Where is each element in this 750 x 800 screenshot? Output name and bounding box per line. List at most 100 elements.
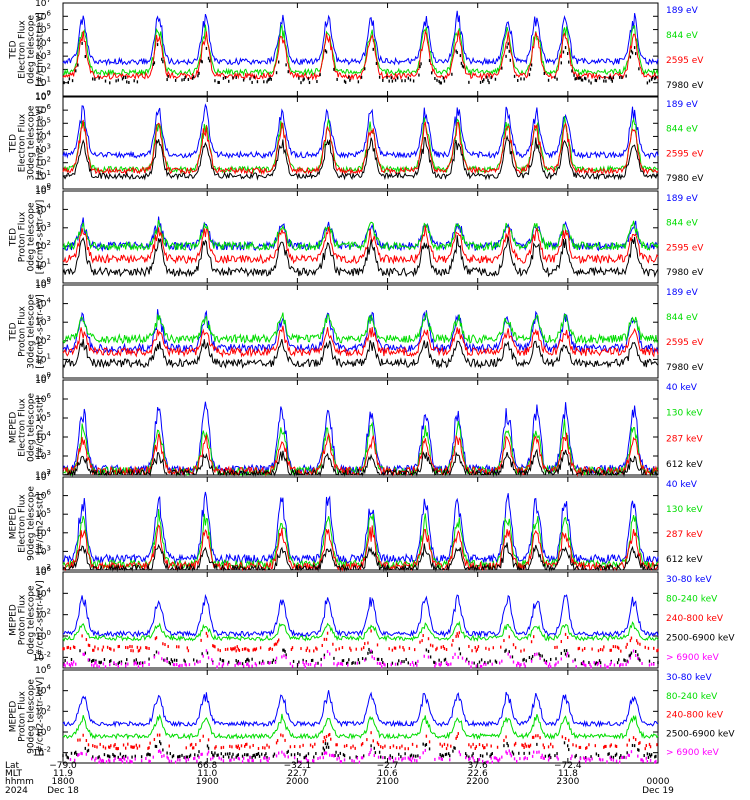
data-point	[647, 755, 650, 759]
series-612-kev	[62, 542, 658, 572]
data-point	[481, 79, 484, 83]
data-point	[272, 754, 275, 758]
data-point	[512, 660, 515, 664]
data-point	[285, 63, 287, 67]
legend-entry: 240-800 keV	[666, 711, 724, 721]
data-point	[322, 756, 325, 760]
data-point	[254, 662, 257, 666]
series-612-kev	[62, 448, 659, 477]
data-point	[275, 656, 278, 660]
data-point	[194, 756, 196, 760]
data-point	[620, 754, 622, 758]
data-point	[156, 733, 159, 737]
data-point	[72, 660, 75, 664]
data-point	[103, 753, 106, 757]
data-point	[311, 658, 314, 662]
data-point	[73, 758, 76, 762]
data-point	[332, 753, 334, 757]
data-point	[415, 661, 417, 665]
data-point	[360, 743, 363, 747]
data-point	[621, 76, 623, 80]
data-point	[262, 659, 264, 663]
data-point	[175, 658, 178, 662]
data-point	[612, 755, 615, 759]
data-point	[107, 758, 110, 762]
data-point	[200, 638, 202, 642]
data-point	[178, 755, 180, 759]
data-point	[609, 648, 611, 652]
data-point	[389, 757, 391, 761]
data-point	[107, 745, 110, 749]
data-point	[75, 750, 77, 754]
data-point	[649, 758, 652, 762]
data-point	[103, 658, 106, 662]
data-point	[136, 80, 139, 84]
data-point	[255, 753, 258, 757]
data-point	[498, 661, 501, 665]
data-point	[273, 643, 276, 647]
data-point	[149, 759, 151, 763]
data-point	[297, 751, 299, 755]
data-point	[216, 753, 218, 757]
data-point	[192, 658, 195, 662]
data-point	[612, 758, 615, 762]
data-point	[599, 661, 602, 665]
data-point	[238, 747, 241, 751]
data-point	[622, 755, 624, 759]
data-point	[626, 642, 628, 646]
data-point	[609, 663, 611, 667]
data-point	[175, 662, 178, 666]
data-point	[392, 744, 395, 748]
data-point	[421, 639, 423, 643]
data-point	[149, 741, 151, 745]
x-row-label: hhmm	[5, 777, 34, 787]
data-point	[391, 661, 394, 665]
data-point	[511, 655, 514, 659]
data-point	[153, 655, 156, 659]
data-point	[628, 753, 631, 757]
x-tick-label: −72.4	[554, 761, 582, 771]
series-844-ev	[62, 311, 659, 345]
data-point	[561, 735, 564, 739]
data-point	[512, 752, 515, 756]
data-point	[332, 642, 334, 646]
data-point	[168, 759, 170, 763]
data-point	[226, 647, 229, 651]
series--6900-kev	[63, 649, 655, 669]
data-point	[382, 746, 384, 750]
x-tick-label: −32.1	[284, 761, 312, 771]
data-point	[92, 744, 94, 748]
data-point	[539, 736, 541, 740]
data-point	[342, 753, 345, 757]
data-point	[412, 663, 415, 667]
data-point	[345, 661, 348, 665]
data-point	[242, 664, 245, 668]
series-7980-ev	[62, 338, 659, 369]
data-point	[560, 640, 563, 644]
data-point	[487, 760, 489, 764]
data-point	[315, 661, 317, 665]
legend-entry: 2500-6900 keV	[666, 634, 735, 644]
data-point	[416, 759, 418, 763]
data-point	[173, 663, 176, 667]
data-point	[119, 757, 122, 761]
data-point	[139, 662, 142, 666]
data-point	[594, 78, 597, 82]
data-point	[425, 648, 428, 652]
series-40-kev	[62, 491, 659, 565]
data-point	[648, 663, 651, 667]
data-point	[368, 753, 370, 757]
data-point	[443, 647, 446, 651]
data-point	[94, 77, 96, 81]
data-point	[130, 649, 132, 653]
data-point	[496, 758, 499, 762]
data-point	[238, 661, 241, 665]
data-point	[565, 654, 568, 658]
data-point	[420, 62, 422, 66]
data-point	[90, 659, 93, 663]
data-point	[178, 664, 180, 668]
data-point	[408, 757, 411, 761]
data-point	[598, 757, 601, 761]
legend-entry: 189 eV	[666, 194, 699, 204]
data-point	[396, 76, 399, 80]
